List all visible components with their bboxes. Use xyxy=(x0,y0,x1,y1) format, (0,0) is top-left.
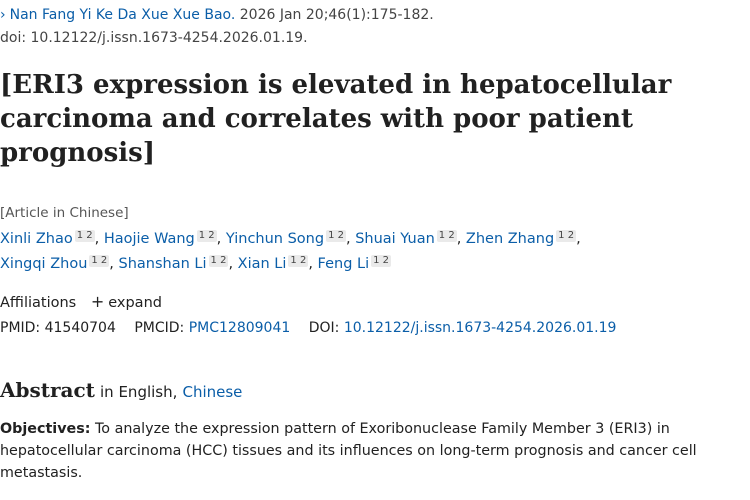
author-link[interactable]: Xian Li xyxy=(237,256,287,272)
author-link[interactable]: Xinli Zhao xyxy=(0,231,73,247)
author-item: Feng Li 1 2 xyxy=(317,255,392,272)
author-item: Shanshan Li 1 2, xyxy=(118,255,234,272)
author-separator: , xyxy=(576,231,581,247)
author-separator: , xyxy=(345,231,351,247)
author-separator: , xyxy=(228,256,234,272)
author-link[interactable]: Shanshan Li xyxy=(118,256,207,272)
author-item: Shuai Yuan 1 2, xyxy=(355,230,462,247)
author-item: Xian Li 1 2, xyxy=(237,255,313,272)
pmid-label: PMID: xyxy=(0,320,41,336)
affiliation-marker[interactable]: 1 2 xyxy=(208,255,229,267)
author-separator: , xyxy=(94,231,100,247)
expand-affiliations-button[interactable]: + expand xyxy=(90,292,162,311)
abstract-objectives: Objectives: To analyze the expression pa… xyxy=(0,418,735,484)
citation-journal-line: › Nan Fang Yi Ke Da Xue Xue Bao. 2026 Jan… xyxy=(0,6,434,29)
affiliation-marker[interactable]: 1 2 xyxy=(89,255,110,267)
author-item: Yinchun Song 1 2, xyxy=(225,230,351,247)
author-separator: , xyxy=(456,231,462,247)
affiliations-label: Affiliations xyxy=(0,295,77,311)
abstract-language-prefix: in English, xyxy=(100,383,178,401)
citation-date-volume: 2026 Jan 20;46(1):175-182. xyxy=(235,7,434,23)
author-link[interactable]: Xingqi Zhou xyxy=(0,256,88,272)
pmcid-label: PMCID: xyxy=(134,320,185,336)
author-link[interactable]: Shuai Yuan xyxy=(355,231,435,247)
journal-link[interactable]: Nan Fang Yi Ke Da Xue Xue Bao. xyxy=(9,7,236,23)
objectives-label: Objectives: xyxy=(0,421,91,437)
affiliation-marker[interactable]: 1 2 xyxy=(326,230,346,242)
pmcid-link[interactable]: PMC12809041 xyxy=(188,320,291,336)
author-item: Haojie Wang 1 2, xyxy=(103,230,222,247)
affiliation-marker[interactable]: 1 2 xyxy=(196,230,217,242)
affiliation-marker[interactable]: 1 2 xyxy=(436,230,457,242)
identifiers-row: PMID: 41540704 PMCID: PMC12809041 DOI: 1… xyxy=(0,320,616,336)
affiliation-marker[interactable]: 1 2 xyxy=(288,255,309,267)
author-list: Xinli Zhao 1 2, Haojie Wang 1 2, Yinchun S… xyxy=(0,227,700,277)
objectives-text: To analyze the expression pattern of Exo… xyxy=(0,421,697,481)
abstract-header: Abstract in English, Chinese xyxy=(0,378,242,402)
author-link[interactable]: Yinchun Song xyxy=(225,231,325,247)
author-link[interactable]: Zhen Zhang xyxy=(465,231,555,247)
author-item: Zhen Zhang 1 2, xyxy=(465,230,581,247)
affiliation-marker[interactable]: 1 2 xyxy=(556,230,577,242)
affiliation-marker[interactable]: 1 2 xyxy=(371,255,392,267)
expand-label: expand xyxy=(108,295,162,311)
citation-block: › Nan Fang Yi Ke Da Xue Xue Bao. 2026 Jan… xyxy=(0,6,434,52)
doi-label: DOI: xyxy=(308,320,340,336)
author-separator: , xyxy=(308,256,313,272)
chinese-language-link[interactable]: Chinese xyxy=(182,383,243,401)
abstract-heading: Abstract xyxy=(0,378,95,402)
plus-icon: + xyxy=(90,292,105,311)
article-language-note: [Article in Chinese] xyxy=(0,205,129,221)
article-title: [ERI3 expression is elevated in hepatoce… xyxy=(0,70,672,168)
author-link[interactable]: Feng Li xyxy=(317,256,370,272)
pmid-value: 41540704 xyxy=(44,320,116,336)
chevron-right-icon[interactable]: › xyxy=(0,7,6,23)
author-link[interactable]: Haojie Wang xyxy=(103,231,195,247)
citation-doi-line: doi: 10.12122/j.issn.1673-4254.2026.01.1… xyxy=(0,30,308,46)
author-separator: , xyxy=(216,231,222,247)
affiliation-marker[interactable]: 1 2 xyxy=(74,230,95,242)
author-item: Xingqi Zhou 1 2, xyxy=(0,255,114,272)
author-item: Xinli Zhao 1 2, xyxy=(0,230,100,247)
doi-link[interactable]: 10.12122/j.issn.1673-4254.2026.01.19 xyxy=(343,320,617,336)
affiliations-row: Affiliations + expand xyxy=(0,292,162,311)
author-separator: , xyxy=(109,256,114,272)
